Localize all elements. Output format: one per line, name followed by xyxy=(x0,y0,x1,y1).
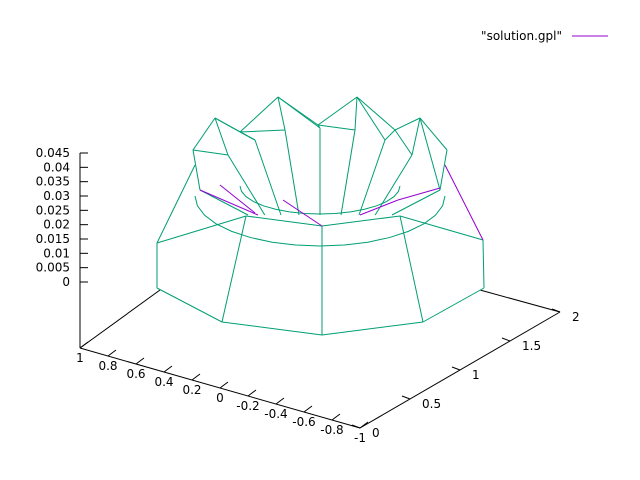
z-tick-label: 0.02 xyxy=(43,218,70,232)
surface-edge xyxy=(482,239,485,289)
y-tick-label: 1.5 xyxy=(522,339,541,353)
surface-edge xyxy=(192,149,229,156)
surface-edge xyxy=(317,96,358,126)
x-tick xyxy=(135,357,145,365)
surface-edge xyxy=(156,215,247,244)
x-tick xyxy=(247,389,257,397)
x-tick-label: 1 xyxy=(76,351,84,365)
y-tick xyxy=(401,395,411,400)
surface-edge xyxy=(239,96,279,133)
legend-label: "solution.gpl" xyxy=(481,29,562,43)
surface-edge xyxy=(321,215,401,227)
z-tick-label: 0.01 xyxy=(43,246,70,260)
surface-edge xyxy=(340,129,356,216)
y-tick xyxy=(351,424,361,429)
x-tick-label: 0.6 xyxy=(126,367,145,381)
z-tick-label: 0.03 xyxy=(43,189,70,203)
surface-edge xyxy=(394,129,413,156)
legend: "solution.gpl" xyxy=(481,29,608,43)
x-tick xyxy=(275,397,285,405)
surface-edge-under xyxy=(359,199,399,216)
x-tick xyxy=(191,373,201,381)
x-tick xyxy=(331,413,341,421)
surface-ring xyxy=(194,195,446,247)
surface-edge xyxy=(391,189,441,216)
surface-edge-under xyxy=(219,184,256,214)
x-tick xyxy=(79,341,89,349)
surface-edge xyxy=(214,117,229,156)
tick-labels: 0.0450.040.0350.030.0250.020.0150.010.00… xyxy=(36,146,580,445)
surface-edge-under xyxy=(199,189,259,216)
surface-edge-under xyxy=(282,199,323,227)
surface-edge xyxy=(354,96,358,131)
x-tick-label: -1 xyxy=(354,431,366,445)
surface-edge xyxy=(156,164,196,244)
x-tick-label: 0.8 xyxy=(98,359,117,373)
surface-edge xyxy=(439,149,448,191)
x-tick-label: -0.8 xyxy=(320,423,343,437)
surface-edge xyxy=(192,149,201,191)
surface-edge xyxy=(245,215,323,227)
surface-edge xyxy=(221,321,323,336)
surface-edge xyxy=(419,117,448,151)
x-tick xyxy=(107,349,117,357)
x-tick-label: -0.2 xyxy=(236,399,259,413)
x-tick-label: -0.4 xyxy=(264,407,287,421)
x-tick-label: -0.6 xyxy=(292,415,315,429)
y-tick-label: 0 xyxy=(372,426,380,440)
z-tick-label: 0.04 xyxy=(43,160,70,174)
surface-edge xyxy=(317,124,356,131)
surface-edge xyxy=(384,129,396,141)
y-tick xyxy=(501,337,511,342)
x-tick-label: 0.2 xyxy=(182,383,201,397)
surface-edge xyxy=(399,215,484,241)
surface-edge xyxy=(358,139,386,216)
x-tick xyxy=(219,381,229,389)
surface-edge xyxy=(356,96,386,141)
surface-edge-under xyxy=(397,187,441,201)
surface-edge xyxy=(254,139,282,216)
surface-edge xyxy=(239,131,256,141)
z-tick-label: 0.045 xyxy=(36,146,70,160)
y-tick xyxy=(451,366,461,371)
surface-edge xyxy=(227,154,266,216)
surface-edge xyxy=(239,129,286,133)
surface-edge xyxy=(411,117,421,156)
z-tick-label: 0.015 xyxy=(36,232,70,246)
surface-edge xyxy=(399,215,424,323)
surface-mesh xyxy=(156,96,485,336)
x-tick xyxy=(359,421,369,429)
y-tick-label: 0.5 xyxy=(422,397,441,411)
y-tick-label: 2 xyxy=(572,310,580,324)
z-tick-label: 0.025 xyxy=(36,203,70,217)
z-tick-label: 0.005 xyxy=(36,261,70,275)
y-tick xyxy=(551,308,561,313)
surface-edge xyxy=(356,96,396,131)
surface-edge xyxy=(419,117,441,191)
back-axis-line-2 xyxy=(479,289,561,313)
x-tick-label: 0.4 xyxy=(154,375,173,389)
x-tick xyxy=(303,405,313,413)
z-tick-label: 0 xyxy=(62,275,70,289)
surface-edge xyxy=(277,96,286,131)
surface-edge xyxy=(374,154,413,216)
surface-edge xyxy=(156,287,223,323)
surface-edge xyxy=(284,129,300,216)
surface-edge xyxy=(199,189,249,216)
z-tick-label: 0.035 xyxy=(36,175,70,189)
x-tick-label: 0 xyxy=(216,391,224,405)
surface-edge xyxy=(394,117,421,131)
surface-edge xyxy=(277,96,319,126)
surface-edge xyxy=(221,215,247,323)
surface-edge xyxy=(192,117,216,151)
back-axis-line xyxy=(79,289,161,349)
tick-marks xyxy=(79,152,561,429)
surface-edge-under xyxy=(444,164,484,241)
x-tick xyxy=(163,365,173,373)
surface-edge xyxy=(321,321,424,336)
surface-edge xyxy=(422,287,485,323)
surface-edge xyxy=(214,117,241,133)
y-tick-label: 1 xyxy=(472,368,480,382)
